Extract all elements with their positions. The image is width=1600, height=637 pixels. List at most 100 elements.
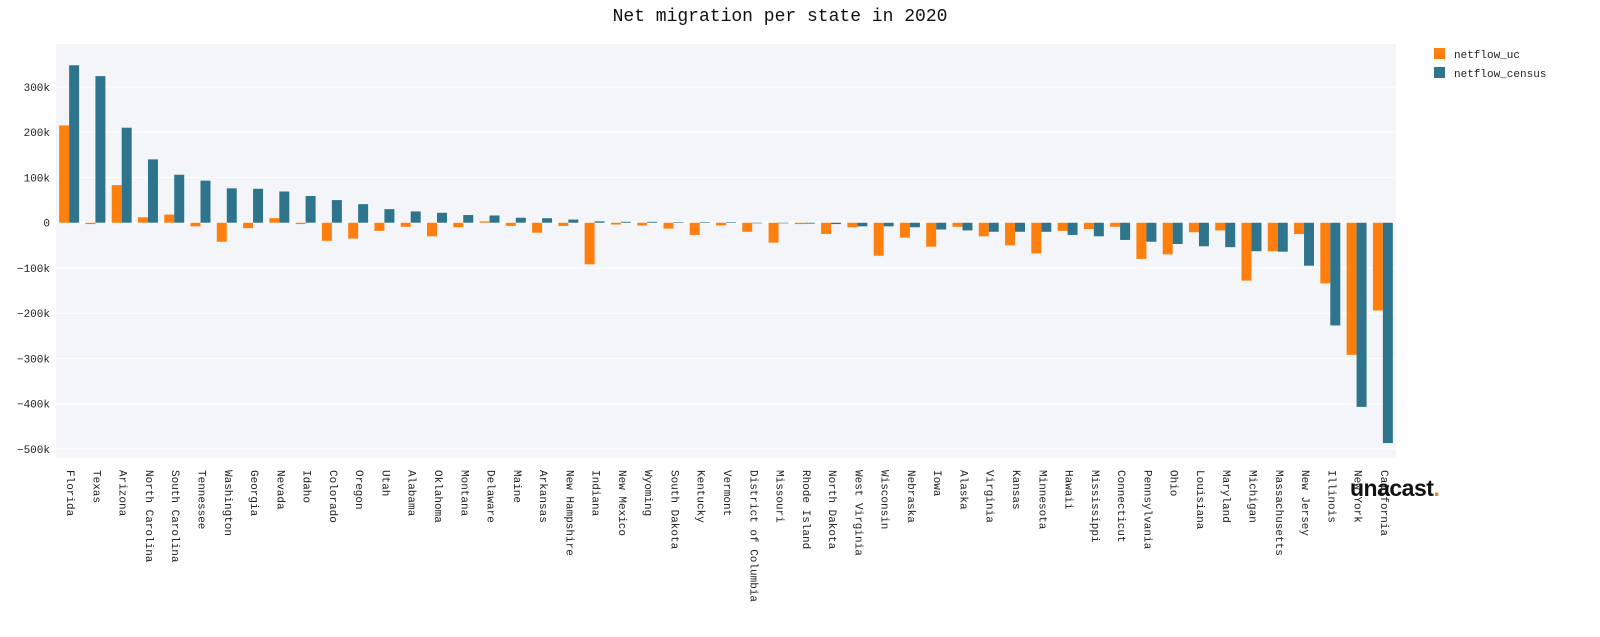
bar-netflow_uc-35: [978, 222, 989, 237]
bar-netflow_census-30: [857, 222, 868, 227]
x-tick-label: Utah: [378, 470, 390, 496]
series-netflow-census: [69, 65, 1393, 444]
bar-netflow_census-17: [515, 217, 526, 223]
x-tick-label: California: [1377, 470, 1389, 536]
bar-netflow_census-13: [410, 211, 421, 223]
x-tick-label: Mississippi: [1088, 470, 1100, 543]
legend[interactable]: netflow_uc netflow_census: [1434, 48, 1546, 81]
bar-netflow_census-49: [1356, 222, 1367, 407]
bar-netflow_census-48: [1330, 222, 1341, 326]
bar-netflow_uc-46: [1267, 222, 1278, 252]
bar-netflow_uc-28: [794, 222, 805, 225]
legend-label-netflow_uc[interactable]: netflow_uc: [1454, 50, 1520, 62]
x-tick-label: Massachusetts: [1272, 470, 1284, 556]
x-tick-label: Delaware: [484, 470, 496, 523]
bar-netflow_census-32: [909, 222, 920, 228]
bar-netflow_uc-7: [243, 222, 254, 229]
x-tick-label: Iowa: [930, 470, 942, 497]
bar-netflow_census-10: [331, 200, 342, 223]
series-netflow-uc: [59, 125, 1383, 355]
x-tick-label: Michigan: [1245, 470, 1257, 523]
x-tick-label: Indiana: [589, 470, 601, 517]
x-tick-label: Nebraska: [904, 470, 916, 523]
bar-netflow_uc-21: [610, 222, 621, 225]
x-tick-label: Hawaii: [1062, 470, 1074, 510]
bar-netflow_census-34: [962, 222, 973, 231]
bar-netflow_census-28: [804, 222, 815, 224]
y-axis: 300k 200k 100k 0 −100k −200k −300k −400k −500k: [17, 83, 50, 457]
bar-netflow_uc-47: [1294, 222, 1305, 235]
x-tick-label: Wyoming: [641, 470, 653, 516]
bar-netflow_uc-36: [1005, 222, 1016, 246]
x-tick-label: Alabama: [405, 470, 417, 517]
bar-netflow_uc-26: [742, 222, 753, 232]
x-tick-label: Vermont: [720, 470, 732, 516]
bar-netflow_uc-13: [400, 222, 411, 227]
bar-netflow_uc-50: [1372, 222, 1383, 311]
bar-netflow_uc-14: [426, 222, 437, 237]
x-tick-label: Minnesota: [1035, 470, 1047, 530]
bar-netflow_census-14: [436, 212, 447, 223]
x-tick-label: Tennessee: [195, 470, 207, 529]
bar-netflow_census-43: [1198, 222, 1209, 247]
bar-netflow_uc-15: [453, 222, 464, 228]
bar-netflow_uc-3: [137, 217, 148, 223]
y-tick-label: 200k: [24, 128, 51, 140]
x-tick-label: District of Columbia: [746, 470, 758, 602]
x-tick-label: Kentucky: [694, 470, 706, 523]
bar-netflow_uc-39: [1083, 222, 1094, 230]
bar-netflow_census-12: [384, 209, 395, 223]
bar-netflow_uc-42: [1162, 222, 1173, 255]
legend-swatch-netflow_uc[interactable]: [1434, 48, 1445, 59]
bar-netflow_census-18: [542, 218, 553, 223]
x-tick-label: South Dakota: [667, 470, 679, 550]
bar-netflow_uc-44: [1215, 222, 1226, 231]
bar-netflow_census-37: [1041, 222, 1052, 232]
bar-netflow_uc-8: [269, 218, 280, 223]
bar-netflow_census-9: [305, 196, 316, 223]
bar-netflow_census-38: [1067, 222, 1078, 235]
bar-netflow_uc-45: [1241, 222, 1252, 281]
bar-netflow_uc-43: [1188, 222, 1199, 233]
bar-netflow_census-35: [988, 222, 999, 232]
x-tick-label: Illinois: [1324, 470, 1336, 523]
x-tick-label: New York: [1351, 470, 1363, 523]
logo-dot: .: [1433, 475, 1439, 501]
bar-netflow_uc-41: [1136, 222, 1147, 259]
bar-netflow_census-31: [883, 222, 894, 227]
logo-wordmark: unacast: [1350, 475, 1434, 501]
bar-netflow_census-21: [620, 221, 631, 223]
x-tick-label: Connecticut: [1114, 470, 1126, 543]
y-tick-label: −300k: [17, 354, 50, 366]
bar-netflow_census-20: [594, 221, 605, 223]
legend-swatch-netflow_census[interactable]: [1434, 67, 1445, 78]
x-tick-label: Alaska: [956, 470, 968, 510]
bar-netflow_census-7: [253, 188, 264, 223]
legend-label-netflow_census[interactable]: netflow_census: [1454, 69, 1546, 81]
bar-netflow_census-47: [1304, 222, 1315, 266]
bar-netflow_uc-27: [768, 222, 779, 243]
bar-netflow_uc-4: [164, 214, 175, 223]
bar-netflow_uc-32: [899, 222, 910, 238]
bar-netflow_uc-19: [558, 222, 569, 226]
x-tick-label: Kansas: [1009, 470, 1021, 510]
x-tick-label: Georgia: [247, 470, 259, 517]
bar-netflow_uc-17: [505, 222, 516, 226]
x-tick-label: West Virginia: [851, 470, 863, 556]
bar-netflow_uc-10: [321, 222, 332, 241]
bar-netflow_census-24: [699, 222, 710, 223]
x-tick-label: Montana: [457, 470, 469, 517]
bar-netflow_census-26: [752, 222, 763, 224]
bar-netflow_uc-49: [1346, 222, 1357, 355]
bar-netflow_census-42: [1172, 222, 1183, 244]
unacast-logo: unacast.: [1350, 475, 1440, 501]
bar-netflow_uc-22: [637, 222, 648, 226]
bar-netflow_census-41: [1146, 222, 1157, 242]
chart-title: Net migration per state in 2020: [613, 7, 948, 27]
y-tick-label: −500k: [17, 445, 50, 457]
x-tick-label: Oregon: [352, 470, 364, 510]
x-tick-label: Pennsylvania: [1140, 470, 1152, 550]
bar-netflow_uc-34: [952, 222, 963, 227]
y-tick-label: −100k: [17, 264, 50, 276]
